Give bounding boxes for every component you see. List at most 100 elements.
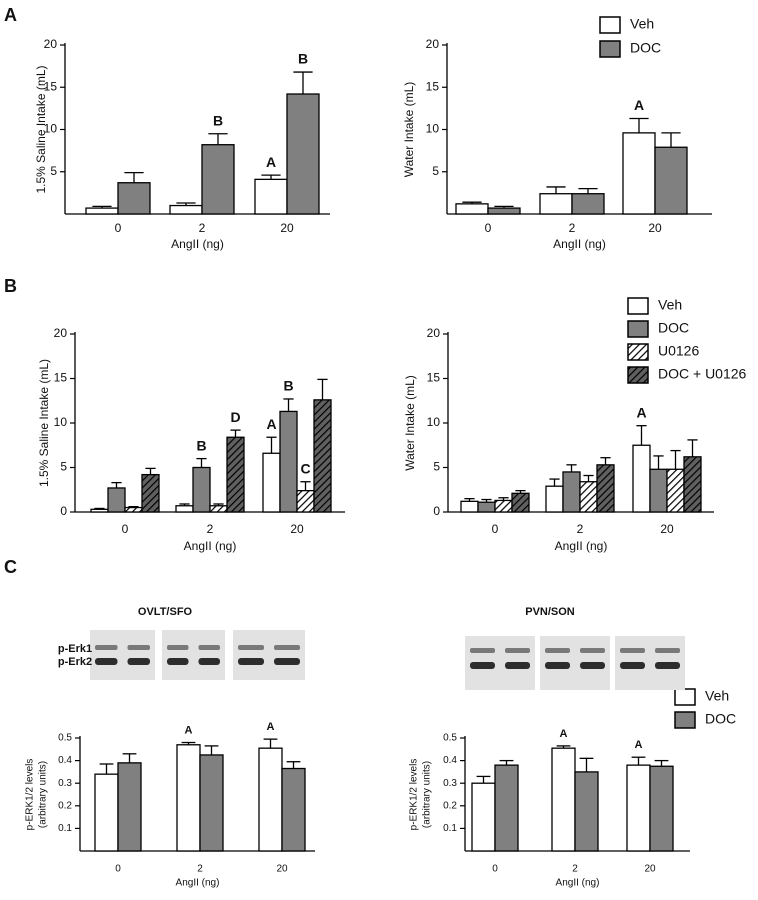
panel-label: B xyxy=(4,276,17,296)
bar xyxy=(258,747,283,852)
x-tick-label: 2 xyxy=(569,221,576,235)
annotation: A xyxy=(266,416,276,432)
bar xyxy=(124,506,143,513)
bar xyxy=(117,182,151,215)
bar xyxy=(579,481,598,513)
x-tick-label: 2 xyxy=(577,522,584,536)
bar xyxy=(199,754,224,852)
blot-image xyxy=(233,630,305,680)
annotation: B xyxy=(213,112,223,128)
x-axis-label: AngII (ng) xyxy=(555,539,608,553)
legend-swatch xyxy=(674,688,696,706)
legend-label: U0126 xyxy=(658,343,699,359)
y-tick-label: 0.5 xyxy=(58,733,72,744)
y-tick-label: 10 xyxy=(54,415,68,429)
bar xyxy=(286,93,320,215)
y-tick-label: 15 xyxy=(426,79,440,93)
x-tick-label: 0 xyxy=(492,522,499,536)
annotation: D xyxy=(230,409,240,425)
blot-band xyxy=(505,662,530,669)
y-tick-label: 0.3 xyxy=(443,778,457,789)
legend-label: DOC + U0126 xyxy=(658,366,747,382)
legend-swatch xyxy=(627,343,649,361)
panel-label: A xyxy=(4,5,17,25)
blot-band xyxy=(655,648,680,653)
bar xyxy=(90,508,109,513)
blot-band xyxy=(127,658,150,665)
bar xyxy=(169,204,203,215)
y-tick-label: 5 xyxy=(432,164,439,178)
y-tick-label: 20 xyxy=(44,37,58,51)
bar xyxy=(175,505,194,513)
bar xyxy=(85,207,119,215)
y-tick-label: 5 xyxy=(50,164,57,178)
blot-band xyxy=(274,645,300,650)
y-tick-label: 0.2 xyxy=(443,800,457,811)
blot-band xyxy=(580,648,605,653)
y-axis-label: 1.5% Saline Intake (mL) xyxy=(34,65,48,193)
blot-title: PVN/SON xyxy=(525,606,575,618)
bar xyxy=(262,452,281,513)
bar xyxy=(487,207,521,215)
bar xyxy=(551,747,576,852)
y-tick-label: 15 xyxy=(54,371,68,385)
legend-label: DOC xyxy=(705,711,736,727)
bar xyxy=(562,471,581,513)
y-tick-label: 10 xyxy=(44,122,58,136)
bar xyxy=(511,492,530,513)
annotation: A xyxy=(185,724,193,736)
bar xyxy=(226,436,245,513)
bar xyxy=(471,782,496,852)
x-tick-label: 2 xyxy=(207,522,214,536)
bar xyxy=(632,444,651,513)
bar xyxy=(574,771,599,852)
blot-band xyxy=(505,648,530,653)
y-axis-label: (arbitrary units) xyxy=(422,761,433,828)
y-tick-label: 0.4 xyxy=(443,755,457,766)
y-tick-label: 15 xyxy=(44,79,58,93)
legend-label: DOC xyxy=(630,40,661,56)
annotation: A xyxy=(266,154,276,170)
bar xyxy=(107,487,126,513)
y-tick-label: 0 xyxy=(60,504,67,518)
annotation: B xyxy=(298,51,308,67)
blot-title: OVLT/SFO xyxy=(138,606,193,618)
y-tick-label: 0.5 xyxy=(443,733,457,744)
y-axis-label: 1.5% Saline Intake (mL) xyxy=(37,359,51,487)
bar xyxy=(117,762,142,852)
bar xyxy=(494,764,519,852)
x-axis-label: AngII (ng) xyxy=(171,237,224,251)
blot-band xyxy=(167,658,189,665)
x-axis-label: AngII (ng) xyxy=(184,539,237,553)
y-tick-label: 0.1 xyxy=(443,823,457,834)
bar xyxy=(571,193,605,215)
y-axis-label: p-ERK1/2 levels xyxy=(409,759,420,831)
bar xyxy=(313,399,332,513)
annotation: C xyxy=(300,460,310,476)
annotation: B xyxy=(196,437,206,453)
y-axis-label: Water Intake (mL) xyxy=(403,375,417,471)
blot-band xyxy=(620,662,645,669)
blot-band xyxy=(95,645,118,650)
bar xyxy=(649,468,668,513)
bar xyxy=(626,764,651,852)
y-tick-label: 20 xyxy=(54,326,68,340)
x-tick-label: 0 xyxy=(492,864,498,875)
blot-image xyxy=(162,630,225,680)
blot-label: p-Erk2 xyxy=(58,656,92,668)
y-tick-label: 0.1 xyxy=(58,823,72,834)
legend-label: DOC xyxy=(658,320,689,336)
blot-band xyxy=(470,648,495,653)
x-tick-label: 20 xyxy=(660,522,674,536)
blot-band xyxy=(545,662,570,669)
blot-band xyxy=(580,662,605,669)
y-tick-label: 0.4 xyxy=(58,755,72,766)
y-tick-label: 15 xyxy=(427,371,441,385)
y-axis-label: p-ERK1/2 levels xyxy=(25,759,36,831)
bar xyxy=(192,466,211,513)
y-tick-label: 0.2 xyxy=(58,800,72,811)
x-tick-label: 20 xyxy=(648,221,662,235)
x-tick-label: 0 xyxy=(122,522,129,536)
blot-band xyxy=(655,662,680,669)
